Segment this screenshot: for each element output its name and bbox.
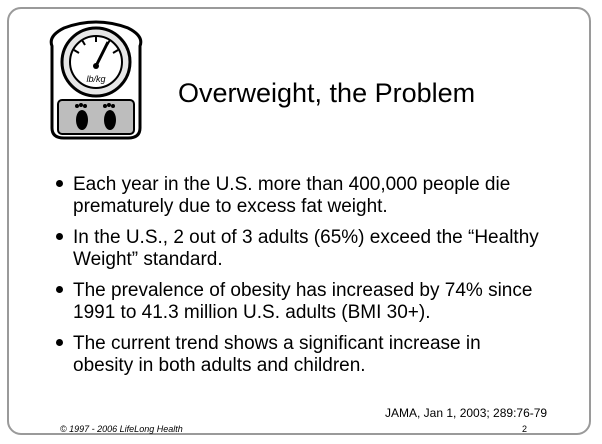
slide-frame — [7, 7, 591, 435]
bullet: Each year in the U.S. more than 400,000 … — [56, 174, 546, 218]
footer: © 1997 - 2006 LifeLong Health — [60, 424, 183, 434]
bullet-list: Each year in the U.S. more than 400,000 … — [56, 174, 546, 386]
slide-title: Overweight, the Problem — [178, 78, 476, 108]
citation: JAMA, Jan 1, 2003; 289:76-79 — [385, 406, 548, 420]
page-number: 2 — [522, 424, 528, 434]
bullet: The current trend shows a significant in… — [56, 333, 546, 377]
scale-clipart: lb/kg — [49, 20, 143, 140]
scale-label: lb/kg — [86, 74, 105, 84]
bullet: In the U.S., 2 out of 3 adults (65%) exc… — [56, 227, 546, 271]
bullet: The prevalence of obesity has increased … — [56, 280, 546, 324]
